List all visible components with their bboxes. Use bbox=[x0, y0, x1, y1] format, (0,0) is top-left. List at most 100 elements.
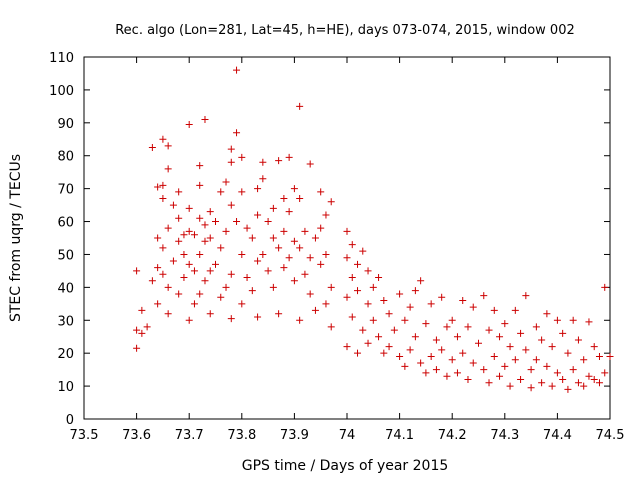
data-point bbox=[222, 227, 230, 235]
data-point bbox=[359, 247, 367, 255]
data-point bbox=[574, 336, 582, 344]
data-point bbox=[290, 185, 298, 193]
data-point bbox=[254, 313, 262, 321]
data-point bbox=[564, 349, 572, 357]
data-point bbox=[159, 195, 167, 203]
data-point bbox=[169, 201, 177, 209]
data-point bbox=[196, 214, 204, 222]
data-point bbox=[559, 329, 567, 337]
data-point bbox=[348, 241, 356, 249]
y-tick-label: 30 bbox=[57, 314, 74, 329]
data-point bbox=[464, 376, 472, 384]
data-point bbox=[327, 283, 335, 291]
data-point bbox=[222, 283, 230, 291]
data-point bbox=[538, 379, 546, 387]
data-point bbox=[159, 270, 167, 278]
x-tick-label: 73.9 bbox=[280, 428, 309, 443]
data-point bbox=[201, 116, 209, 124]
y-tick-label: 60 bbox=[57, 216, 74, 231]
data-point bbox=[506, 382, 514, 390]
data-point bbox=[306, 160, 314, 168]
data-point bbox=[175, 188, 183, 196]
data-point bbox=[569, 366, 577, 374]
data-point bbox=[601, 283, 609, 291]
data-point bbox=[259, 175, 267, 183]
y-tick-label: 10 bbox=[57, 380, 74, 395]
x-tick-label: 74.3 bbox=[490, 428, 519, 443]
data-point bbox=[322, 211, 330, 219]
data-point bbox=[243, 224, 251, 232]
x-axis: 73.5 73.6 73.7 73.8 73.9 74 74.1 74.2 74.3 74.4 74… bbox=[70, 57, 624, 443]
data-point bbox=[322, 300, 330, 308]
plot-frame bbox=[83, 56, 611, 420]
data-point bbox=[585, 372, 593, 380]
y-axis: 0 10 20 30 40 50 60 70 80 90 100 110 bbox=[49, 51, 610, 428]
x-tick-label: 74.2 bbox=[438, 428, 467, 443]
data-point bbox=[543, 362, 551, 370]
data-point bbox=[217, 244, 225, 252]
data-point bbox=[354, 349, 362, 357]
data-point bbox=[459, 297, 467, 305]
data-point bbox=[532, 323, 540, 331]
data-point bbox=[154, 264, 162, 272]
y-tick-label: 40 bbox=[57, 281, 74, 296]
data-point bbox=[185, 227, 193, 235]
data-point bbox=[233, 66, 241, 74]
data-point bbox=[496, 372, 504, 380]
data-point bbox=[380, 349, 388, 357]
data-point bbox=[175, 237, 183, 245]
data-point bbox=[327, 198, 335, 206]
data-point bbox=[254, 185, 262, 193]
data-point bbox=[206, 267, 214, 275]
data-point bbox=[511, 306, 519, 314]
data-point bbox=[580, 382, 588, 390]
data-point bbox=[280, 264, 288, 272]
data-point bbox=[269, 204, 277, 212]
data-point bbox=[553, 369, 561, 377]
data-point bbox=[522, 292, 530, 300]
data-point bbox=[285, 208, 293, 216]
data-point bbox=[480, 292, 488, 300]
data-point bbox=[354, 260, 362, 268]
data-point bbox=[522, 346, 530, 354]
data-point bbox=[164, 283, 172, 291]
data-point bbox=[543, 310, 551, 318]
data-point bbox=[164, 165, 172, 173]
data-point bbox=[269, 234, 277, 242]
data-point bbox=[501, 320, 509, 328]
data-point bbox=[369, 283, 377, 291]
data-point bbox=[180, 250, 188, 258]
data-point bbox=[306, 254, 314, 262]
data-point bbox=[595, 379, 603, 387]
x-tick-label: 73.6 bbox=[122, 428, 151, 443]
data-point bbox=[311, 306, 319, 314]
data-point bbox=[501, 362, 509, 370]
data-point bbox=[322, 250, 330, 258]
data-point bbox=[238, 250, 246, 258]
data-point bbox=[285, 153, 293, 161]
data-point bbox=[164, 142, 172, 150]
data-point bbox=[164, 310, 172, 318]
data-point bbox=[548, 343, 556, 351]
data-point bbox=[480, 366, 488, 374]
data-point bbox=[464, 323, 472, 331]
data-point bbox=[453, 333, 461, 341]
data-point bbox=[222, 178, 230, 186]
data-point bbox=[227, 158, 235, 166]
data-point bbox=[459, 349, 467, 357]
data-point bbox=[448, 356, 456, 364]
data-point bbox=[227, 315, 235, 323]
y-tick-label: 20 bbox=[57, 347, 74, 362]
data-point bbox=[311, 234, 319, 242]
x-tick-label: 74.1 bbox=[385, 428, 414, 443]
data-point bbox=[443, 372, 451, 380]
y-tick-label: 0 bbox=[66, 413, 74, 428]
data-point bbox=[259, 158, 267, 166]
data-point bbox=[238, 153, 246, 161]
data-point bbox=[538, 336, 546, 344]
data-point bbox=[227, 145, 235, 153]
data-point bbox=[506, 343, 514, 351]
data-point bbox=[296, 316, 304, 324]
data-point bbox=[238, 188, 246, 196]
data-point bbox=[469, 359, 477, 367]
